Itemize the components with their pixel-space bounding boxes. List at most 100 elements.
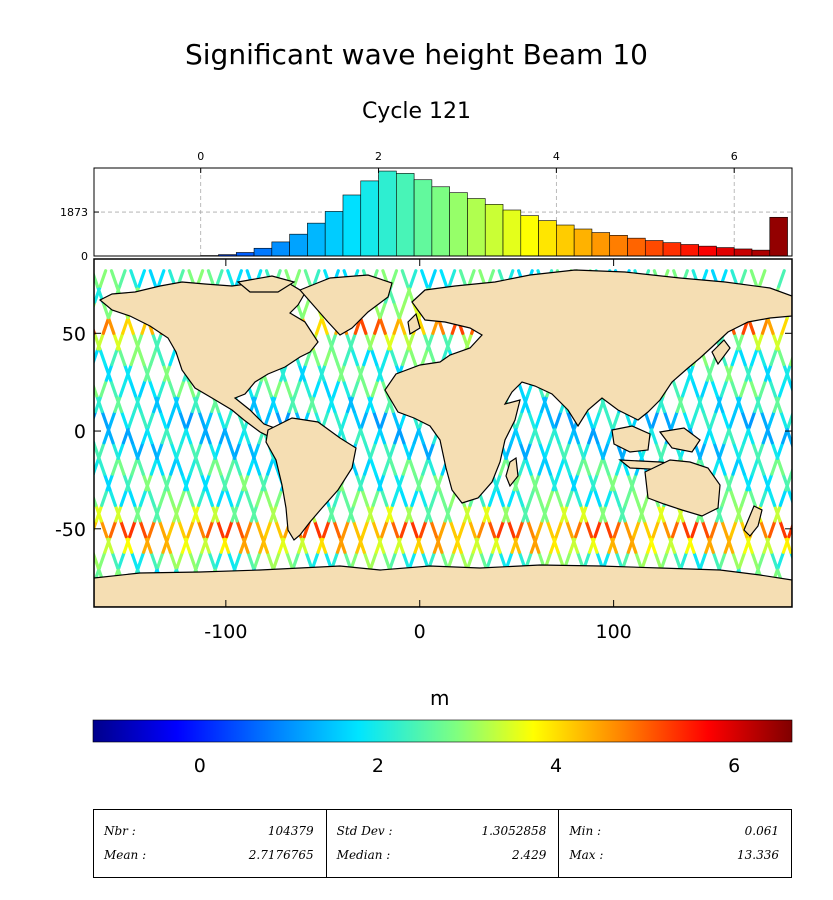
ocean-track-segment [546, 409, 556, 429]
ocean-track-segment [551, 425, 561, 445]
ocean-track-segment [821, 318, 826, 334]
eurasia-africa [384, 269, 792, 504]
ocean-track-segment [762, 362, 772, 382]
ocean-track-segment [293, 378, 302, 398]
ocean-track-segment [113, 503, 123, 523]
ocean-track-segment [523, 456, 533, 476]
ocean-track-segment [802, 474, 807, 490]
ocean-track-segment [136, 347, 146, 367]
ocean-track-segment [596, 441, 605, 461]
ocean-track-segment [252, 550, 262, 570]
ocean-track-segment [108, 488, 117, 507]
ocean-track-segment [357, 535, 366, 554]
ocean-track-segment [56, 333, 61, 349]
ocean-track-segment [679, 550, 689, 570]
ocean-track-segment [715, 394, 725, 414]
ocean-track-segment [700, 378, 710, 398]
ocean-track-segment [359, 409, 369, 429]
ocean-track-segment [323, 347, 333, 367]
ocean-track-segment [254, 378, 264, 398]
greenland [298, 274, 393, 336]
histogram-bar [627, 237, 646, 256]
histogram-bar [360, 180, 379, 256]
ocean-track-segment [813, 505, 818, 521]
ocean-track-segment [592, 409, 602, 429]
ocean-track-segment [527, 409, 536, 429]
ocean-track-segment [662, 409, 672, 429]
ocean-track-segment [47, 365, 52, 381]
ocean-track-segment [363, 441, 373, 461]
ocean-track-segment [168, 550, 178, 570]
ocean-track-segment [797, 458, 802, 474]
ocean-track-segment [202, 425, 212, 445]
ocean-track-segment [557, 441, 566, 461]
ocean-track-segment [711, 550, 721, 570]
ocean-track-segment [811, 458, 816, 474]
ocean-track-segment [747, 409, 757, 429]
ocean-track-segment [554, 488, 563, 507]
ocean-track-segment [365, 503, 375, 523]
ocean-track-segment [351, 519, 361, 539]
ocean-track-segment [153, 394, 162, 414]
ocean-track-segment [0, 505, 5, 521]
stat-median-value: 2.429 [511, 848, 547, 862]
ocean-track-segment [24, 521, 29, 537]
ocean-track-segment [336, 362, 345, 382]
ocean-track-segment [332, 378, 341, 398]
ocean-track-segment [25, 302, 30, 318]
ocean-track-segment [712, 456, 721, 476]
ocean-track-segment [73, 552, 78, 568]
ocean-track-segment [155, 550, 165, 570]
ocean-track-segment [133, 503, 142, 523]
ocean-track-segment [18, 505, 23, 521]
ocean-track-segment [158, 488, 167, 507]
ocean-track-segment [84, 302, 89, 318]
ocean-track-segment [740, 409, 750, 429]
ocean-track-segment [79, 568, 84, 584]
ocean-track-segment [427, 347, 437, 367]
ocean-track-segment [68, 474, 73, 490]
ocean-track-segment [289, 394, 298, 414]
ocean-track-segment [748, 378, 758, 398]
ocean-track-segment [221, 535, 231, 554]
ocean-track-segment [166, 409, 175, 429]
ocean-track-segment [808, 411, 813, 427]
ocean-track-segment [477, 519, 486, 539]
ocean-track-segment [95, 394, 104, 414]
colorbar: 0 2 4 6 [92, 719, 793, 777]
stat-mean-label: Mean : [104, 848, 147, 862]
ocean-track-segment [562, 456, 572, 476]
ocean-track-segment [263, 488, 273, 507]
ocean-track-segment [352, 409, 362, 429]
ocean-track-segment [750, 347, 759, 367]
ocean-track-segment [57, 396, 62, 412]
australia [644, 459, 721, 517]
ocean-track-segment [34, 271, 39, 287]
ocean-track-segment [468, 519, 477, 539]
ocean-track-segment [626, 472, 635, 492]
ocean-track-segment [816, 458, 821, 474]
ocean-track-segment [757, 269, 767, 288]
ocean-track-segment [16, 568, 21, 584]
ocean-track-segment [323, 550, 333, 570]
ocean-track-segment [8, 365, 13, 381]
ocean-track-segment [682, 409, 691, 429]
ocean-track-segment [112, 331, 121, 351]
ocean-track-segment [197, 409, 207, 429]
ocean-track-segment [137, 269, 147, 288]
ocean-track-segment [152, 503, 162, 523]
ocean-track-segment [19, 396, 24, 412]
ocean-track-segment [696, 394, 705, 414]
ocean-track-segment [206, 269, 216, 288]
ocean-track-segment [12, 302, 17, 318]
ocean-track-segment [810, 552, 815, 568]
ocean-track-segment [216, 519, 225, 539]
ocean-track-segment [428, 269, 437, 288]
ocean-track-segment [148, 269, 158, 288]
ocean-track-segment [225, 519, 234, 539]
ocean-track-segment [739, 488, 749, 507]
ocean-track-segment [457, 519, 467, 539]
ocean-track-segment [311, 550, 320, 570]
ocean-track-segment [5, 490, 10, 506]
ocean-track-segment [786, 488, 792, 505]
